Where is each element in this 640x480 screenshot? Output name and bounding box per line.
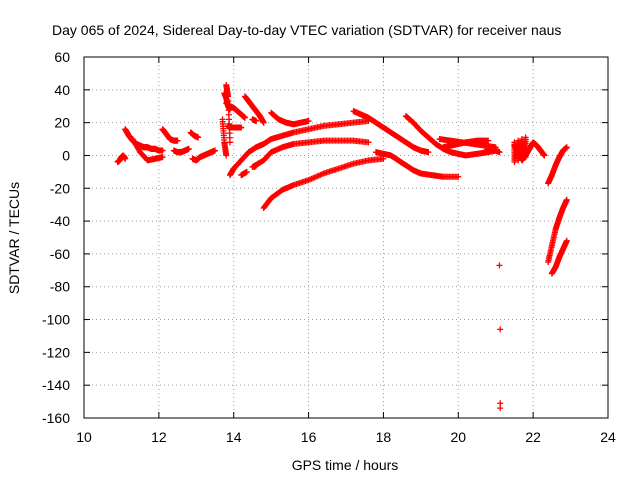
data-points [114, 81, 570, 412]
data-point [260, 119, 267, 126]
y-tick-label: -40 [50, 213, 70, 229]
x-tick-labels: 10 12 14 16 18 20 22 24 [76, 429, 616, 445]
data-point [253, 117, 260, 124]
data-point [185, 145, 192, 152]
y-tick-label: -80 [50, 279, 70, 295]
y-tick-label: -60 [50, 246, 70, 262]
data-point [455, 173, 462, 180]
y-tick-label: -100 [42, 312, 70, 328]
x-tick-label: 24 [600, 429, 616, 445]
x-tick-label: 22 [525, 429, 541, 445]
y-tick-label: -120 [42, 344, 70, 360]
data-point [563, 144, 570, 151]
data-point [497, 405, 504, 412]
x-tick-label: 16 [301, 429, 317, 445]
plot-frame [83, 56, 609, 419]
data-point [223, 152, 230, 159]
chart-title: Day 065 of 2024, Sidereal Day-to-day VTE… [52, 22, 561, 38]
data-point [226, 139, 233, 146]
data-point [159, 154, 166, 161]
grid [84, 57, 608, 418]
data-point [425, 149, 432, 156]
data-point [541, 152, 548, 159]
x-tick-label: 20 [450, 429, 466, 445]
data-point [241, 114, 248, 121]
data-point [365, 139, 372, 146]
data-point [159, 147, 166, 154]
data-point [563, 237, 570, 244]
y-axis-title: SDTVAR / TECUs [6, 182, 22, 294]
data-point [563, 196, 570, 203]
y-tick-label: 20 [54, 115, 70, 131]
data-point [522, 154, 529, 161]
x-tick-label: 18 [376, 429, 392, 445]
x-tick-label: 14 [226, 429, 242, 445]
y-tick-label: 60 [54, 49, 70, 65]
data-point [195, 134, 202, 141]
data-point [243, 168, 250, 175]
data-point [122, 155, 129, 162]
y-tick-labels: -160 -140 -120 -100 -80 -60 -40 -20 0 20 40 60 [42, 49, 70, 426]
y-tick-label: 0 [62, 147, 70, 163]
y-tick-label: -20 [50, 180, 70, 196]
y-tick-label: -160 [42, 410, 70, 426]
data-point [485, 137, 492, 144]
x-tick-label: 10 [76, 429, 92, 445]
axis-ticks [83, 56, 609, 419]
data-point [305, 117, 312, 124]
data-point [253, 162, 260, 169]
y-tick-label: 40 [54, 82, 70, 98]
data-point [496, 149, 503, 156]
data-point [238, 124, 245, 131]
data-point [496, 262, 503, 269]
y-tick-label: -140 [42, 377, 70, 393]
data-point [497, 326, 504, 333]
data-point [212, 147, 218, 154]
x-axis-title: GPS time / hours [292, 457, 399, 473]
data-point [174, 137, 181, 144]
x-tick-label: 12 [151, 429, 167, 445]
